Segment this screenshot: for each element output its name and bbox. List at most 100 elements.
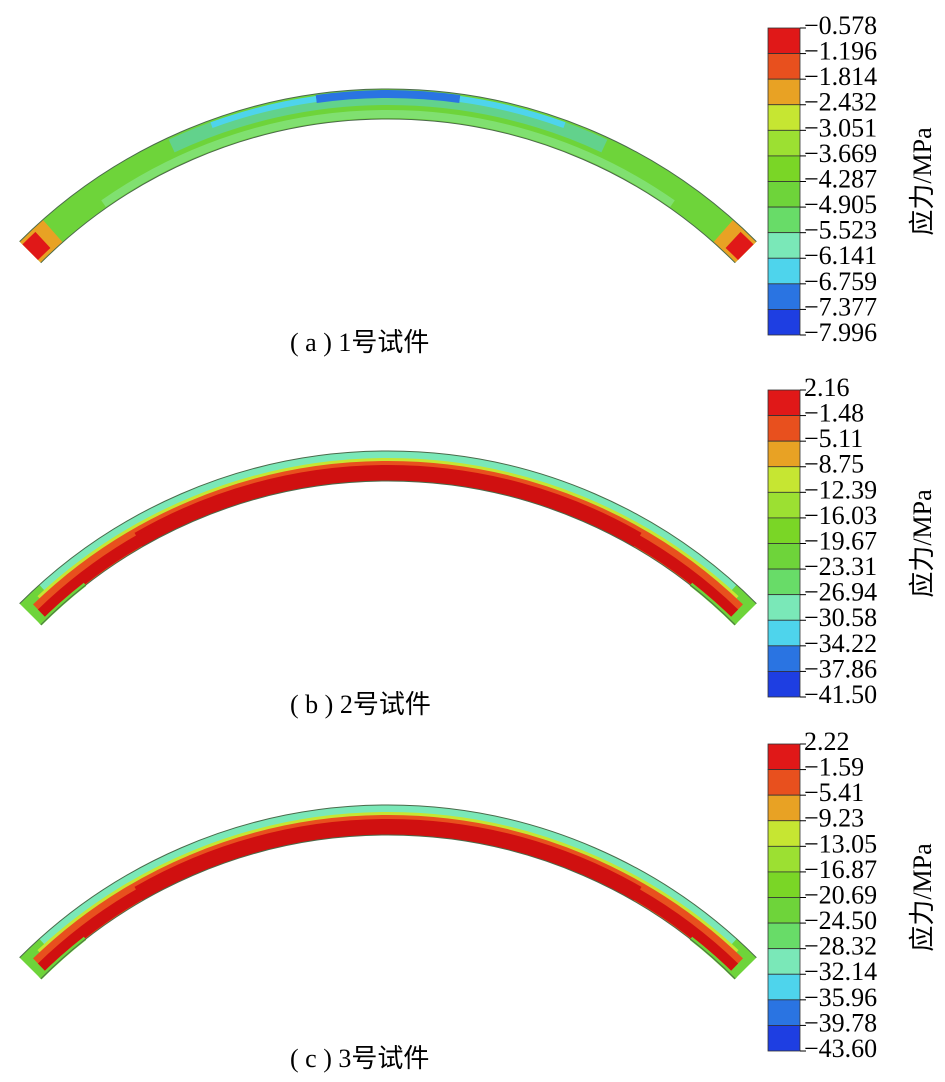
colorbar-band xyxy=(767,257,801,285)
arch-region xyxy=(37,468,739,619)
arch-outline xyxy=(19,450,757,604)
colorbar-label: −9.23 xyxy=(804,804,864,833)
arch-outline xyxy=(40,118,736,264)
colorbar-label: −30.58 xyxy=(804,603,877,632)
colorbar-label: −39.78 xyxy=(804,1008,877,1037)
colorbar-label: −24.50 xyxy=(804,906,877,935)
colorbar-label: −41.50 xyxy=(804,680,877,709)
colorbar-label: −5.523 xyxy=(804,216,877,245)
colorbar-label: −7.996 xyxy=(804,318,877,347)
colorbar-label: −19.67 xyxy=(804,526,877,555)
caption: ( c ) 3号试件 xyxy=(290,1044,429,1073)
arch-region xyxy=(38,582,87,626)
caption: ( a ) 1号试件 xyxy=(290,328,429,357)
colorbar-label: −12.39 xyxy=(804,475,877,504)
colorbar-band xyxy=(767,922,801,950)
colorbar-band xyxy=(767,568,801,596)
colorbar-band xyxy=(767,645,801,672)
caption: ( b ) 2号试件 xyxy=(290,690,431,719)
colorbar-band xyxy=(767,27,801,54)
colorbar-band xyxy=(767,491,801,519)
colorbar-label: −8.75 xyxy=(804,450,864,479)
colorbar-band xyxy=(767,232,801,259)
colorbar-band xyxy=(767,973,801,1001)
colorbar-label: −6.141 xyxy=(804,241,877,270)
colorbar-label: −3.051 xyxy=(804,113,877,142)
arch-outline xyxy=(19,88,757,242)
colorbar-band xyxy=(767,948,801,975)
colorbar-label: −5.11 xyxy=(804,424,863,453)
colorbar-band xyxy=(767,820,801,847)
colorbar-label: −6.759 xyxy=(804,267,877,296)
colorbar-title: 应力/MPa xyxy=(908,489,937,598)
colorbar-label: −2.432 xyxy=(804,88,877,117)
arch-region xyxy=(22,231,51,261)
colorbar-band xyxy=(767,671,801,698)
colorbar-band xyxy=(767,206,801,234)
colorbar-band xyxy=(767,517,801,544)
colorbar-label: −20.69 xyxy=(804,880,877,909)
colorbar-band xyxy=(767,53,801,80)
colorbar-band xyxy=(767,999,801,1026)
colorbar-label: −1.196 xyxy=(804,37,877,66)
colorbar-band xyxy=(767,743,801,770)
colorbar-band xyxy=(767,871,801,898)
colorbar-band xyxy=(767,389,801,416)
colorbar-label: −3.669 xyxy=(804,139,877,168)
arch-region xyxy=(39,451,737,591)
colorbar-label: −23.31 xyxy=(804,552,877,581)
colorbar-label: −13.05 xyxy=(804,829,877,858)
arch-region xyxy=(210,96,317,128)
colorbar-band xyxy=(767,283,801,310)
colorbar-band xyxy=(767,309,801,336)
colorbar-band xyxy=(767,78,801,106)
colorbar-band xyxy=(767,594,801,621)
panel: ( a ) 1号试件 −0.578−1.196−1.814−2.432−3.051… xyxy=(19,11,937,357)
colorbar-band xyxy=(767,769,801,796)
colorbar-label: −1.48 xyxy=(804,399,864,428)
colorbar-label: 2.16 xyxy=(804,373,850,402)
arch-region xyxy=(725,231,754,261)
colorbar-band xyxy=(767,104,801,131)
colorbar-label: −28.32 xyxy=(804,932,877,961)
colorbar-band xyxy=(767,794,801,822)
arch-outline xyxy=(40,480,736,626)
colorbar-label: −35.96 xyxy=(804,983,877,1012)
colorbar-band xyxy=(767,129,801,157)
arch-outline xyxy=(19,804,757,958)
colorbar-label: −7.377 xyxy=(804,292,877,321)
arch-region xyxy=(689,582,738,626)
colorbar-band xyxy=(767,466,801,493)
colorbar-band xyxy=(767,845,801,873)
arch-region xyxy=(38,936,87,980)
colorbar-label: −1.59 xyxy=(804,753,864,782)
arch-region xyxy=(168,91,608,153)
colorbar-title: 应力/MPa xyxy=(908,843,937,952)
colorbar-title: 应力/MPa xyxy=(908,127,937,236)
colorbar-label: −4.287 xyxy=(804,164,877,193)
arch-region xyxy=(101,110,675,207)
colorbar-label: −16.03 xyxy=(804,501,877,530)
colorbar-label: 2.22 xyxy=(804,727,850,756)
colorbar-band xyxy=(767,897,801,924)
colorbar-label: −37.86 xyxy=(804,654,877,683)
colorbar-label: −0.578 xyxy=(804,11,877,40)
colorbar-label: −43.60 xyxy=(804,1034,877,1063)
colorbar-label: −26.94 xyxy=(804,578,877,607)
colorbar-label: −5.41 xyxy=(804,778,864,807)
arch-region xyxy=(315,90,461,103)
colorbar-band xyxy=(767,415,801,442)
colorbar-band xyxy=(767,181,801,208)
colorbar-label: −32.14 xyxy=(804,957,877,986)
colorbar-band xyxy=(767,155,801,182)
colorbar-band xyxy=(767,1025,801,1052)
arch-outline xyxy=(40,834,736,980)
panel: ( c ) 3号试件 2.22−1.59−5.41−9.23−13.05−16.8… xyxy=(19,727,937,1073)
colorbar-band xyxy=(767,543,801,570)
arch-region xyxy=(37,822,739,973)
arch-region xyxy=(689,936,738,980)
panel: ( b ) 2号试件 2.16−1.48−5.11−8.75−12.39−16.0… xyxy=(19,373,937,719)
colorbar-band xyxy=(767,440,801,468)
colorbar-label: −1.814 xyxy=(804,62,877,91)
